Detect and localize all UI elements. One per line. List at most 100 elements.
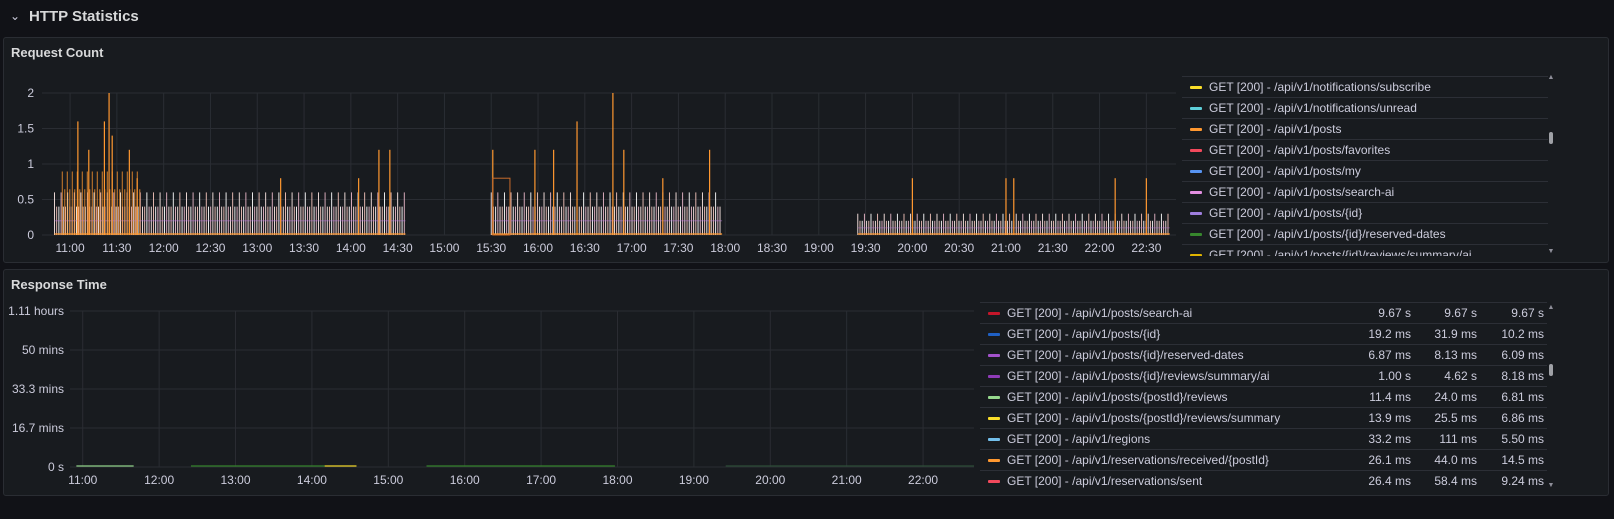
- legend-swatch: [988, 354, 1000, 357]
- legend-swatch: [1190, 107, 1202, 110]
- legend-item[interactable]: GET [200] - /api/v1/posts/favorites: [1182, 139, 1548, 160]
- legend-label: GET [200] - /api/v1/posts/{id}: [1007, 327, 1161, 341]
- legend-label: GET [200] - /api/v1/posts/{id}/reserved-…: [1007, 348, 1244, 362]
- chevron-down-icon[interactable]: ⌄: [10, 9, 21, 23]
- legend-value: 4.62 s: [1444, 369, 1477, 383]
- legend-label: GET [200] - /api/v1/notifications/subscr…: [1209, 80, 1431, 94]
- scroll-thumb[interactable]: [1549, 132, 1553, 144]
- request-count-legend: GET [200] - /api/v1/notifications/subscr…: [1182, 76, 1548, 256]
- x-tick-label: 11:30: [102, 241, 131, 255]
- y-tick-label: 1.5: [17, 122, 34, 136]
- y-tick-label: 16.7 mins: [12, 421, 64, 435]
- legend-value: 6.81 ms: [1501, 390, 1544, 404]
- legend-item[interactable]: GET [200] - /api/v1/posts/search-ai: [1182, 181, 1548, 202]
- legend-item[interactable]: GET [200] - /api/v1/posts/my: [1182, 160, 1548, 181]
- series-segment: [857, 213, 1170, 235]
- legend-value: 58.4 ms: [1434, 474, 1477, 488]
- x-tick-label: 22:00: [1085, 241, 1115, 255]
- legend-item[interactable]: GET [200] - /api/v1/notifications/subscr…: [1182, 76, 1548, 97]
- legend-value: 26.1 ms: [1368, 453, 1411, 467]
- legend-item[interactable]: GET [200] - /api/v1/reservations/sent 26.…: [980, 470, 1547, 491]
- x-tick-label: 18:00: [710, 241, 740, 255]
- series-segment: [490, 192, 723, 235]
- legend-value: 5.50 ms: [1501, 432, 1544, 446]
- legend-item[interactable]: GET [200] - /api/v1/posts/{id}/reviews/s…: [980, 365, 1547, 386]
- legend-value: 14.5 ms: [1501, 453, 1544, 467]
- legend-item[interactable]: GET [200] - /api/v1/posts/search-ai 9.67 …: [980, 302, 1547, 323]
- legend-value: 6.86 ms: [1501, 411, 1544, 425]
- scroll-down-icon[interactable]: ▼: [1547, 248, 1555, 255]
- legend-value: 9.67 s: [1444, 306, 1477, 320]
- scroll-up-icon[interactable]: ▲: [1547, 74, 1555, 81]
- legend-value: 9.24 ms: [1501, 474, 1544, 488]
- x-tick-label: 12:30: [195, 241, 225, 255]
- x-tick-label: 18:00: [602, 473, 632, 487]
- legend-item[interactable]: GET [200] - /api/v1/posts/{id}/reserved-…: [1182, 223, 1548, 244]
- y-tick-label: 0 s: [48, 460, 64, 474]
- x-tick-label: 16:30: [570, 241, 600, 255]
- legend-value: 19.2 ms: [1368, 327, 1411, 341]
- legend-swatch: [988, 396, 1000, 399]
- scroll-up-icon[interactable]: ▲: [1547, 304, 1555, 311]
- legend-swatch: [1190, 128, 1202, 131]
- legend-value: 8.13 ms: [1434, 348, 1477, 362]
- legend-swatch: [988, 438, 1000, 441]
- legend-swatch: [1190, 233, 1202, 236]
- legend-item[interactable]: GET [200] - /api/v1/regions 33.2 ms 111 ms…: [980, 428, 1547, 449]
- x-tick-label: 14:00: [297, 473, 327, 487]
- legend-label: GET [200] - /api/v1/posts/search-ai: [1209, 185, 1395, 199]
- x-tick-label: 19:00: [679, 473, 709, 487]
- legend-scrollbar[interactable]: ▲ ▼: [1547, 74, 1555, 256]
- x-tick-label: 15:00: [373, 473, 403, 487]
- legend-swatch: [1190, 212, 1202, 215]
- x-tick-label: 21:00: [991, 241, 1021, 255]
- legend-swatch: [988, 480, 1000, 483]
- x-tick-label: 13:00: [221, 473, 251, 487]
- x-tick-label: 18:30: [757, 241, 787, 255]
- legend-label: GET [200] - /api/v1/posts/{id}/reviews/s…: [1007, 369, 1270, 383]
- panel-title: Response Time: [11, 277, 107, 292]
- legend-swatch: [988, 459, 1000, 462]
- legend-item[interactable]: GET [200] - /api/v1/posts/{postId}/revie…: [980, 386, 1547, 407]
- row-title: HTTP Statistics: [29, 8, 139, 25]
- legend-item[interactable]: GET [200] - /api/v1/posts/{postId}/revie…: [980, 407, 1547, 428]
- legend-value: 6.87 ms: [1368, 348, 1411, 362]
- x-tick-label: 21:30: [1038, 241, 1068, 255]
- legend-value: 111 ms: [1439, 432, 1477, 446]
- spike-mark: [492, 177, 511, 236]
- legend-swatch: [1190, 170, 1202, 173]
- legend-label: GET [200] - /api/v1/posts/{postId}/revie…: [1007, 390, 1228, 404]
- x-tick-label: 16:00: [523, 241, 553, 255]
- x-tick-label: 19:00: [804, 241, 834, 255]
- y-tick-label: 50 mins: [22, 343, 64, 357]
- legend-value: 33.2 ms: [1368, 432, 1411, 446]
- row-header[interactable]: ⌄ HTTP Statistics: [0, 0, 1614, 36]
- legend-label: GET [200] - /api/v1/posts/my: [1209, 164, 1361, 178]
- x-tick-label: 21:00: [832, 473, 862, 487]
- legend-value: 6.09 ms: [1501, 348, 1544, 362]
- x-tick-label: 19:30: [851, 241, 881, 255]
- legend-scrollbar[interactable]: ▲ ▼: [1547, 304, 1555, 490]
- legend-label: GET [200] - /api/v1/regions: [1007, 432, 1151, 446]
- legend-value: 9.67 s: [1378, 306, 1411, 320]
- legend-label: GET [200] - /api/v1/posts/{postId}/revie…: [1007, 411, 1281, 425]
- legend-item[interactable]: GET [200] - /api/v1/posts/{id}/reserved-…: [980, 344, 1547, 365]
- legend-item[interactable]: GET [200] - /api/v1/posts/{id}/reviews/s…: [1182, 244, 1548, 256]
- legend-item[interactable]: GET [200] - /api/v1/posts/{id} 19.2 ms 31.…: [980, 323, 1547, 344]
- scroll-thumb[interactable]: [1549, 364, 1553, 376]
- y-tick-label: 1.11 hours: [8, 304, 64, 318]
- legend-item[interactable]: GET [200] - /api/v1/reservations/receive…: [980, 449, 1547, 470]
- panel-title: Request Count: [11, 45, 104, 60]
- legend-value: 13.9 ms: [1368, 411, 1411, 425]
- legend-item[interactable]: GET [200] - /api/v1/notifications/unread: [1182, 97, 1548, 118]
- x-tick-label: 15:00: [429, 241, 459, 255]
- x-tick-label: 13:00: [242, 241, 272, 255]
- x-tick-label: 15:30: [476, 241, 506, 255]
- legend-item[interactable]: GET [200] - /api/v1/posts/{id}: [1182, 202, 1548, 223]
- x-tick-label: 11:00: [68, 473, 97, 487]
- x-tick-label: 12:00: [149, 241, 179, 255]
- scroll-down-icon[interactable]: ▼: [1547, 482, 1555, 489]
- legend-label: GET [200] - /api/v1/posts/{id}: [1209, 206, 1363, 220]
- x-tick-label: 14:30: [383, 241, 413, 255]
- legend-item[interactable]: GET [200] - /api/v1/posts: [1182, 118, 1548, 139]
